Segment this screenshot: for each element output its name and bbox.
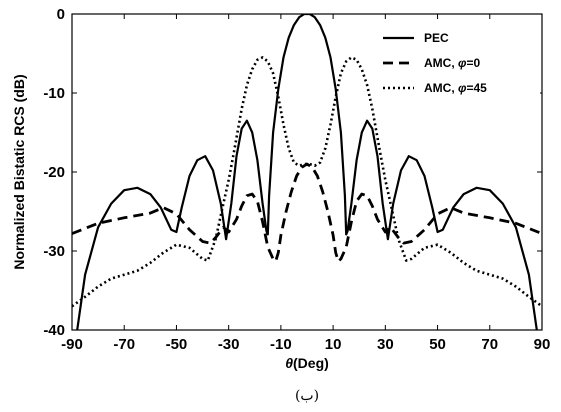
legend-label-amc-phi45-suffix: =45 [466,81,487,95]
x-tick-label: -90 [61,336,83,353]
legend-label-amc-phi0-suffix: =0 [466,56,480,70]
legend-label-amc-phi0-symbol: φ [458,56,467,70]
x-tick-label: 50 [429,336,446,353]
x-tick-label: 30 [377,336,394,353]
legend-label-amc-phi45: AMC, φ=45 [424,81,487,95]
x-tick-label: 10 [325,336,342,353]
y-tick-label: 0 [57,6,65,23]
y-tick-label: -10 [43,85,65,102]
tick-layer: -90 -70 -50 -30 -10 10 30 50 70 90 0 -10 -20 -30 -40 [43,6,550,353]
y-axis-label: Normalized Bistatic RCS (dB) [11,74,27,269]
series-line-0 [76,14,538,330]
series-line-1 [72,162,542,263]
x-tick-label: -30 [218,336,240,353]
series-layer [72,14,542,330]
y-tick-label: -30 [43,243,65,260]
legend-label-amc-phi45-symbol: φ [458,81,467,95]
x-tick-label: -10 [270,336,292,353]
x-axis-label-text: (Deg) [293,355,329,371]
legend-label-amc-phi45-text: AMC, [424,81,458,95]
legend: PEC AMC, φ=0 AMC, φ=45 [378,22,540,104]
legend-label-amc-phi0: AMC, φ=0 [424,56,480,70]
x-tick-label: 70 [481,336,498,353]
x-axis-label: θ(Deg) [285,355,329,371]
x-tick-label: -50 [166,336,188,353]
y-tick-label: -20 [43,164,65,181]
legend-label-pec: PEC [424,31,449,45]
x-axis-label-symbol: θ [285,355,293,371]
legend-label-amc-phi0-text: AMC, [424,56,458,70]
x-tick-label: 90 [534,336,551,353]
legend-label-pec-text: PEC [424,31,449,45]
y-tick-label: -40 [43,322,65,339]
x-tick-label: -70 [113,336,135,353]
figure-caption: (ب) [295,388,319,404]
